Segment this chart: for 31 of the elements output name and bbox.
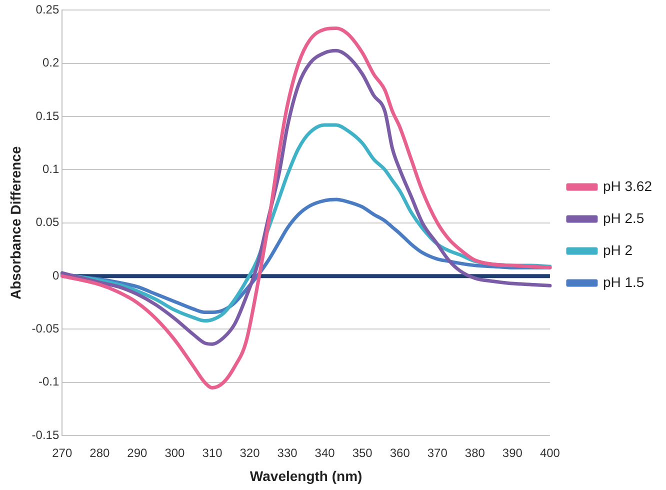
y-tick-label: 0.2	[42, 56, 60, 70]
y-tick-label: 0.25	[36, 2, 60, 17]
x-axis-title: Wavelength (nm)	[250, 468, 362, 484]
y-tick-label: -0.05	[32, 322, 60, 336]
x-tick-label: 350	[352, 446, 373, 460]
legend-label: pH 2.5	[602, 210, 644, 226]
x-tick-label: 380	[464, 446, 486, 460]
y-tick-label: 0.05	[36, 215, 60, 230]
y-tick-label: -0.15	[32, 428, 60, 442]
x-tick-label: 270	[52, 446, 72, 460]
y-tick-label: 0.1	[42, 162, 60, 176]
legend-label: pH 3.62	[602, 178, 652, 194]
x-tick-label: 300	[164, 446, 186, 460]
x-tick-label: 360	[390, 446, 410, 460]
x-tick-label: 290	[127, 446, 148, 460]
x-tick-label: 320	[240, 446, 260, 460]
legend-label: pH 1.5	[602, 274, 644, 290]
y-axis-title: Absorbance Difference	[7, 146, 24, 300]
y-tick-label: 0	[52, 268, 60, 282]
y-tick-label: -0.1	[38, 374, 60, 389]
y-tick-label: 0.15	[36, 108, 60, 123]
line-series	[60, 26, 552, 390]
x-tick-label: 280	[90, 446, 110, 460]
x-tick-label: 330	[277, 446, 298, 460]
line-series	[60, 48, 552, 346]
x-tick-label: 370	[427, 446, 448, 460]
x-tick-label: 310	[202, 446, 223, 460]
legend-label: pH 2	[602, 242, 633, 258]
x-tick-label: 340	[314, 446, 336, 460]
x-tick-label: 400	[540, 446, 560, 460]
x-tick-label: 390	[502, 446, 523, 460]
